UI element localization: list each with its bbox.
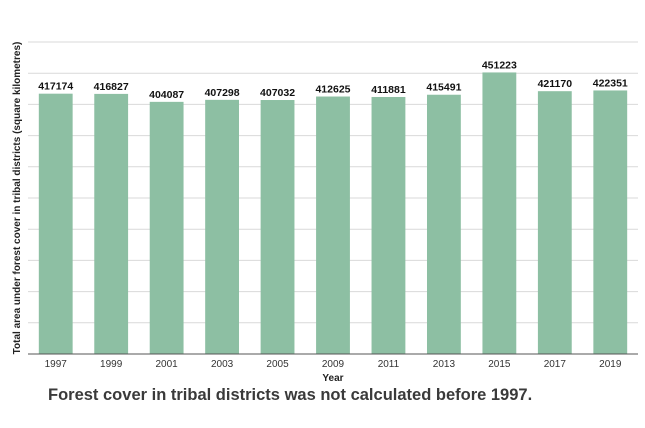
value-label-2003: 407298 — [205, 87, 240, 99]
x-tick-2009: 2009 — [322, 359, 345, 370]
x-tick-2005: 2005 — [266, 359, 289, 370]
bar-2003 — [205, 99, 240, 355]
value-label-2005: 407032 — [260, 87, 295, 99]
bar-1999 — [94, 93, 129, 354]
x-axis-title: Year — [322, 373, 343, 384]
value-label-2001: 404087 — [149, 89, 184, 101]
chart-caption: Forest cover in tribal districts was not… — [48, 386, 533, 404]
bar-2017 — [537, 91, 572, 355]
value-label-1999: 416827 — [94, 81, 129, 93]
value-label-2019: 422351 — [593, 77, 628, 89]
value-label-2015: 451223 — [482, 59, 517, 71]
bar-2001 — [149, 101, 184, 355]
bar-2009 — [316, 96, 350, 354]
x-tick-2013: 2013 — [433, 359, 456, 370]
bar-2015 — [482, 72, 517, 354]
bars — [38, 72, 628, 355]
value-label-2017: 421170 — [538, 78, 573, 90]
bar-2011 — [371, 96, 406, 354]
value-label-1997: 417174 — [38, 81, 73, 93]
value-label-2011: 411881 — [371, 84, 406, 96]
value-label-2009: 412625 — [315, 84, 350, 96]
x-tick-2019: 2019 — [599, 359, 622, 370]
data-labels: 417174 416827 404087 407298 407032 412625 4118… — [38, 59, 628, 100]
x-tick-2017: 2017 — [544, 359, 567, 370]
x-tick-2015: 2015 — [488, 359, 511, 370]
x-tick-labels: 1997 1999 2001 2003 2005 2009 2011 2013 2015 2017… — [45, 359, 622, 370]
bar-2013 — [426, 94, 461, 355]
bar-1997 — [38, 93, 73, 355]
x-tick-1997: 1997 — [45, 359, 68, 370]
bar-2019 — [593, 90, 628, 354]
x-tick-2011: 2011 — [378, 359, 400, 370]
value-label-2013: 415491 — [426, 82, 461, 94]
bar-2005 — [260, 100, 295, 355]
x-tick-1999: 1999 — [100, 359, 123, 370]
y-axis-title: Total area under forest cover in tribal … — [12, 42, 23, 355]
x-tick-2001: 2001 — [156, 359, 179, 370]
x-tick-2003: 2003 — [211, 359, 234, 370]
